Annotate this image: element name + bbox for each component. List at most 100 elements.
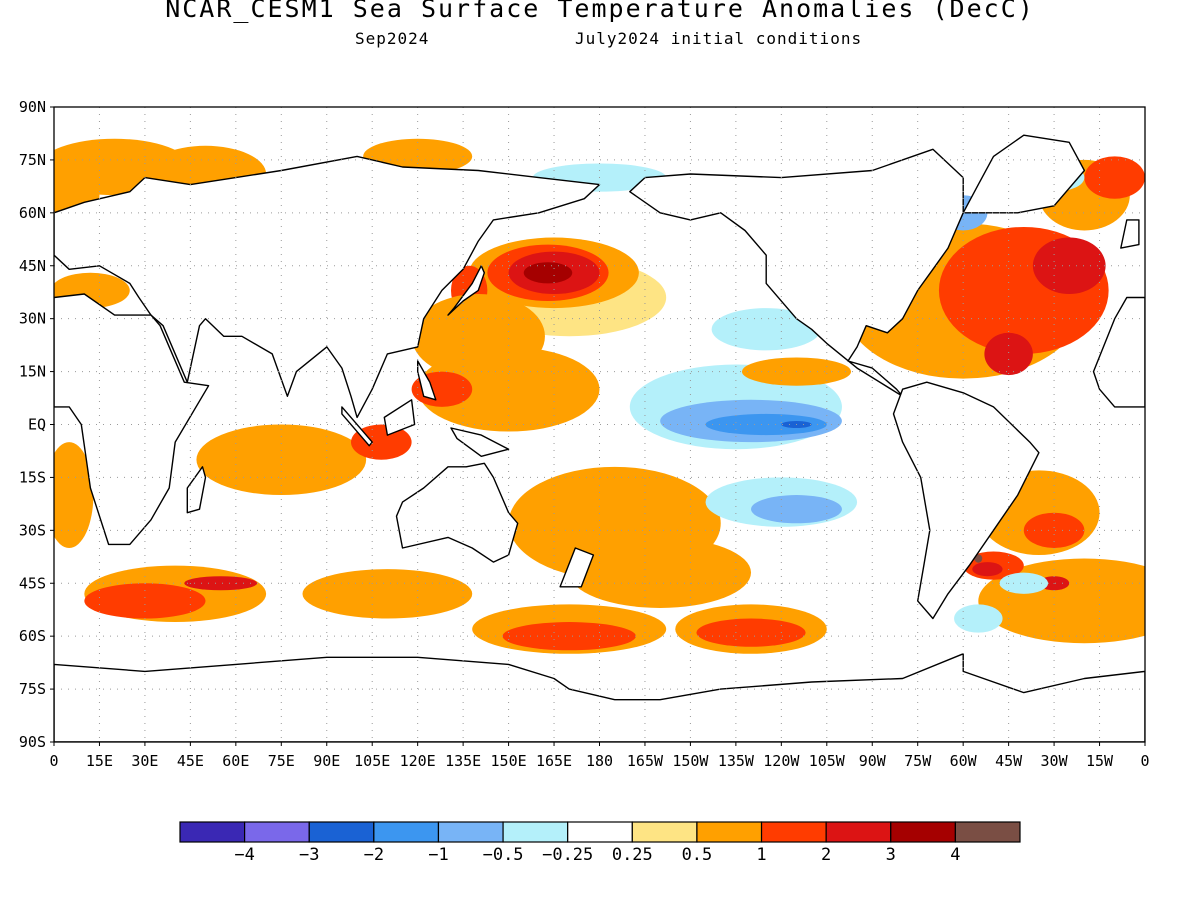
lon-label: 150E	[491, 752, 527, 770]
landmass-11	[559, 547, 595, 588]
forecast-month: Sep2024	[355, 29, 430, 48]
anomaly-patch-14	[196, 424, 367, 496]
colorbar-swatch	[179, 821, 246, 843]
lat-label: 30N	[19, 310, 46, 328]
colorbar-swatch	[567, 821, 633, 843]
landmass-2	[1092, 296, 1145, 408]
lon-label: 15E	[86, 752, 113, 770]
colorbar-swatch	[631, 821, 698, 843]
landmass-7	[54, 653, 1145, 742]
lat-label: 60S	[19, 627, 46, 645]
lon-label: 60W	[950, 752, 978, 770]
lon-label: 30W	[1041, 752, 1069, 770]
colorbar-swatch	[244, 821, 310, 843]
colorbar-swatch	[825, 821, 892, 843]
colorbar-swatch	[954, 821, 1021, 843]
lat-label: 75S	[19, 680, 46, 698]
anomaly-patch-19	[84, 583, 206, 619]
colorbar-swatch	[696, 821, 763, 843]
anomaly-patch-50	[999, 572, 1049, 594]
anomaly-patch-38	[984, 332, 1033, 376]
lon-label: 30E	[131, 752, 158, 770]
lon-label: 165E	[536, 752, 572, 770]
lat-label: 15S	[19, 468, 46, 486]
colorbar-label: −1	[428, 845, 448, 865]
anomaly-patch-21	[302, 569, 473, 619]
anomaly-patch-17	[569, 537, 752, 608]
colorbar-swatch	[308, 821, 375, 843]
anomaly-patch-44	[1023, 512, 1085, 548]
lon-label: 15W	[1086, 752, 1114, 770]
colorbar-label: 0.25	[612, 845, 653, 865]
anomaly-patch-51	[954, 604, 1003, 633]
landmass-3	[395, 462, 519, 563]
lon-label: 75W	[904, 752, 932, 770]
lon-label: 105E	[354, 752, 390, 770]
lat-label: 30S	[19, 521, 46, 539]
lat-label: 90N	[19, 98, 46, 116]
lat-label: 75N	[19, 151, 46, 169]
lon-label: 165W	[627, 752, 664, 770]
anomaly-patch-15	[350, 424, 412, 460]
lon-label: 60E	[222, 752, 249, 770]
anomaly-patch-25	[696, 618, 806, 647]
lon-label: 90E	[313, 752, 340, 770]
colorbar-label: 0.5	[682, 845, 713, 865]
lat-label: 15N	[19, 363, 46, 381]
anomaly-patch-31	[751, 495, 842, 524]
lon-label: 120W	[763, 752, 800, 770]
lat-label: 90S	[19, 733, 46, 751]
landmass-8	[186, 466, 207, 514]
lat-label: EQ	[28, 416, 46, 434]
colorbar-label: −2	[364, 845, 384, 865]
anomaly-patch-12	[417, 346, 600, 432]
colorbar-label: −3	[299, 845, 319, 865]
anomaly-patch-32	[711, 308, 821, 351]
lon-label: 0	[1140, 752, 1149, 770]
lat-label: 45N	[19, 257, 46, 275]
lon-label: 135W	[718, 752, 755, 770]
lon-label: 180	[586, 752, 613, 770]
lon-label: 135E	[445, 752, 481, 770]
colorbar-label: −0.5	[483, 845, 524, 865]
landmass-15	[417, 360, 437, 401]
landmass-10	[1120, 219, 1140, 249]
lon-label: 150W	[672, 752, 709, 770]
lon-label: 90W	[859, 752, 887, 770]
anomaly-patch-40	[1084, 156, 1145, 199]
colorbar-swatch	[437, 821, 504, 843]
landmass-14	[450, 427, 510, 457]
landmass-1	[54, 293, 210, 546]
longitude-axis: 0 15E 30E 45E 60E 75E 90E 105E 120E 135E 150E 165E 1…	[49, 742, 1150, 770]
colorbar-swatch	[502, 821, 569, 843]
landmass-6	[962, 134, 1086, 214]
colorbar-label: 4	[950, 845, 960, 865]
colorbar-labels: −4 −3 −2 −1 −0.5 −0.25 0.25 0.5 1 2 3 4	[234, 845, 960, 865]
lat-label: 60N	[19, 204, 46, 222]
anomaly-patch-23	[502, 622, 636, 651]
lon-label: 45E	[177, 752, 204, 770]
lon-label: 45W	[995, 752, 1023, 770]
colorbar-label: 1	[756, 845, 766, 865]
landmass-4	[629, 148, 964, 397]
latitude-axis: 90N 75N 60N 45N 30N 15N EQ 15S 30S 45S 60S 75S 90S	[19, 98, 54, 751]
landmass-12	[341, 406, 373, 447]
landmass-13	[383, 399, 416, 436]
colorbar	[179, 821, 1021, 843]
graticule	[54, 107, 1145, 742]
lon-label: 75E	[268, 752, 295, 770]
anomaly-patch-9	[523, 262, 573, 284]
colorbar-label: 3	[886, 845, 896, 865]
colorbar-label: 2	[821, 845, 831, 865]
page-title: NCAR_CESM1 Sea Surface Temperature Anoma…	[165, 0, 1035, 23]
anomaly-patch-20	[184, 576, 258, 591]
lat-label: 45S	[19, 574, 46, 592]
colorbar-label: −4	[234, 845, 254, 865]
colorbar-label: −0.25	[542, 845, 593, 865]
colorbar-swatch	[373, 821, 440, 843]
colorbar-swatch	[890, 821, 956, 843]
lon-label: 105W	[809, 752, 846, 770]
anomaly-patch-52	[54, 442, 94, 548]
initial-conditions-label: July2024 initial conditions	[575, 29, 863, 48]
